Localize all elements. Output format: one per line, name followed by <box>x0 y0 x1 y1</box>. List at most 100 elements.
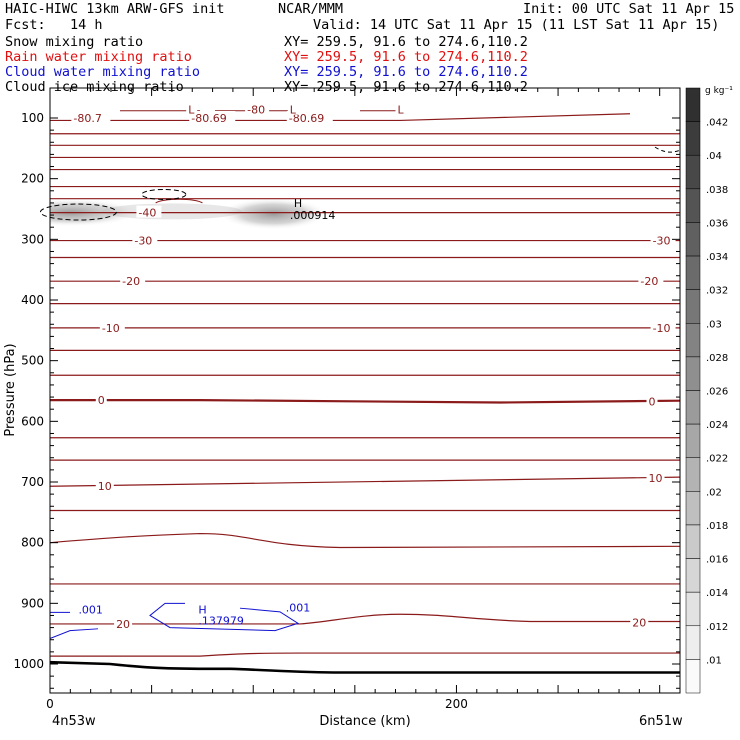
temperature-isotherms <box>50 110 680 657</box>
y-tick-label: 500 <box>21 354 44 368</box>
temp-label-bg <box>95 479 114 492</box>
cloud-water-label: H <box>198 603 206 616</box>
colorbar-label: .01 <box>706 655 722 666</box>
colorbar-swatch <box>685 625 701 660</box>
colorbar-label: .03 <box>706 319 722 330</box>
y-tick-label: 200 <box>21 172 44 186</box>
temp-label-bg <box>132 233 158 246</box>
temperature-label: -30 <box>653 235 671 248</box>
colorbar-swatch <box>685 222 701 257</box>
snow-shade-right <box>218 197 329 230</box>
temperature-label: 10 <box>649 472 663 485</box>
y-tick-label: 900 <box>21 596 44 610</box>
colorbar-swatch <box>685 188 701 223</box>
right-endpoint-label: 6n51w <box>639 714 683 729</box>
colorbar-swatch <box>685 591 701 627</box>
colorbar-label: .012 <box>706 622 728 633</box>
cloud-water-field-xy: XY= 259.5, 91.6 to 274.6,110.2 <box>284 64 528 80</box>
colorbar-swatch <box>685 659 701 694</box>
isotherm-line <box>155 198 203 204</box>
colorbar-swatch <box>685 491 701 526</box>
temperature-label: -80.69 <box>289 112 324 125</box>
cloud-water-contour <box>49 611 99 639</box>
temperature-label: 0 <box>649 395 656 408</box>
low-marker-bg <box>287 102 299 115</box>
colorbar-label: .02 <box>706 487 722 498</box>
temp-label-bg <box>95 393 107 406</box>
low-marker: L <box>188 104 195 117</box>
isotherm-line <box>50 532 680 549</box>
isotherm-line <box>50 652 680 657</box>
colorbar: .042 .04 .038 .036 .034 .032 .03 .028 .026 .024 .0… <box>685 86 733 694</box>
low-marker-bg <box>395 102 407 115</box>
snow-shade-bridge <box>101 203 242 220</box>
y-tick-label: 100 <box>21 111 44 125</box>
temperature-label: 20 <box>116 618 130 631</box>
snow-max-marker: H <box>294 197 302 210</box>
temp-label-bg <box>136 205 162 218</box>
terrain-line <box>49 660 680 674</box>
model-title: HAIC-HIWC 13km ARW-GFS init <box>5 1 225 17</box>
colorbar-swatch <box>685 423 701 458</box>
low-marker: L <box>398 104 405 117</box>
isotherm-line <box>50 399 680 404</box>
snow-contour <box>39 203 117 221</box>
temp-label-bg <box>114 616 133 629</box>
cloud-water-label: .137979 <box>198 614 244 627</box>
left-endpoint-label: 4n53w <box>52 714 96 729</box>
cloud-ice-field-xy: XY= 259.5, 91.6 to 274.6,110.2 <box>284 79 528 95</box>
isotherm-label: -80 <box>247 104 265 117</box>
y-tick-label: 700 <box>21 475 44 489</box>
plot-frame <box>49 87 681 694</box>
forecast-hour: Fcst: 14 h <box>5 17 103 33</box>
colorbar-label: .036 <box>706 218 728 229</box>
cloud-water-label: .001 <box>78 603 103 616</box>
x-tick-label: 0 <box>46 697 54 711</box>
snow-field-name: Snow mixing ratio <box>5 34 144 50</box>
snow-contour <box>141 188 187 200</box>
temp-label-bg <box>646 394 658 407</box>
y-tick-label: 300 <box>21 232 44 246</box>
temperature-label: -80.7 <box>73 112 101 125</box>
colorbar-swatch <box>685 255 701 290</box>
colorbar-swatch <box>685 87 701 122</box>
temp-label-bg <box>120 274 146 287</box>
snow-contour <box>654 146 681 153</box>
temp-label-bg <box>638 274 664 287</box>
contour-annotations: -80.7 -80.69 -80.69 -40 -30 -30 -20 -20 -10 -10 0 0… <box>39 102 681 639</box>
temp-label-bg <box>650 233 676 246</box>
temperature-label: 0 <box>98 394 105 407</box>
temp-label-bg <box>630 615 649 628</box>
y-tick-label: 1000 <box>13 657 44 671</box>
terrain-surface <box>49 660 680 674</box>
temperature-label: 10 <box>98 480 112 493</box>
colorbar-swatch <box>685 524 701 559</box>
colorbar-label: .032 <box>706 286 728 297</box>
colorbar-swatch <box>685 457 701 492</box>
temperature-label: 20 <box>632 617 646 630</box>
rain-field-xy: XY= 259.5, 91.6 to 274.6,110.2 <box>284 49 528 65</box>
temperature-label: -10 <box>653 322 671 335</box>
dash-label-bg <box>245 102 270 115</box>
snow-max-value: .000914 <box>290 209 336 222</box>
temp-label-bg <box>189 111 236 123</box>
temperature-label: -20 <box>122 275 140 288</box>
colorbar-label: .026 <box>706 387 728 398</box>
cloud-water-label: .001 <box>286 602 311 615</box>
colorbar-label: .042 <box>706 118 728 129</box>
isotherm-line <box>50 476 680 487</box>
colorbar-label: .022 <box>706 454 728 465</box>
colorbar-label: .034 <box>706 252 728 263</box>
rain-field-name: Rain water mixing ratio <box>5 49 192 65</box>
snow-field-xy: XY= 259.5, 91.6 to 274.6,110.2 <box>284 34 528 50</box>
colorbar-swatch <box>685 121 701 156</box>
colorbar-swatch <box>685 289 701 324</box>
colorbar-label: .018 <box>706 521 728 532</box>
low-marker: L <box>290 104 297 117</box>
colorbar-label: .028 <box>706 353 728 364</box>
y-tick-label: 800 <box>21 536 44 550</box>
y-tick-label: 400 <box>21 293 44 307</box>
colorbar-swatch <box>685 154 701 190</box>
temp-label-bg <box>650 320 676 333</box>
